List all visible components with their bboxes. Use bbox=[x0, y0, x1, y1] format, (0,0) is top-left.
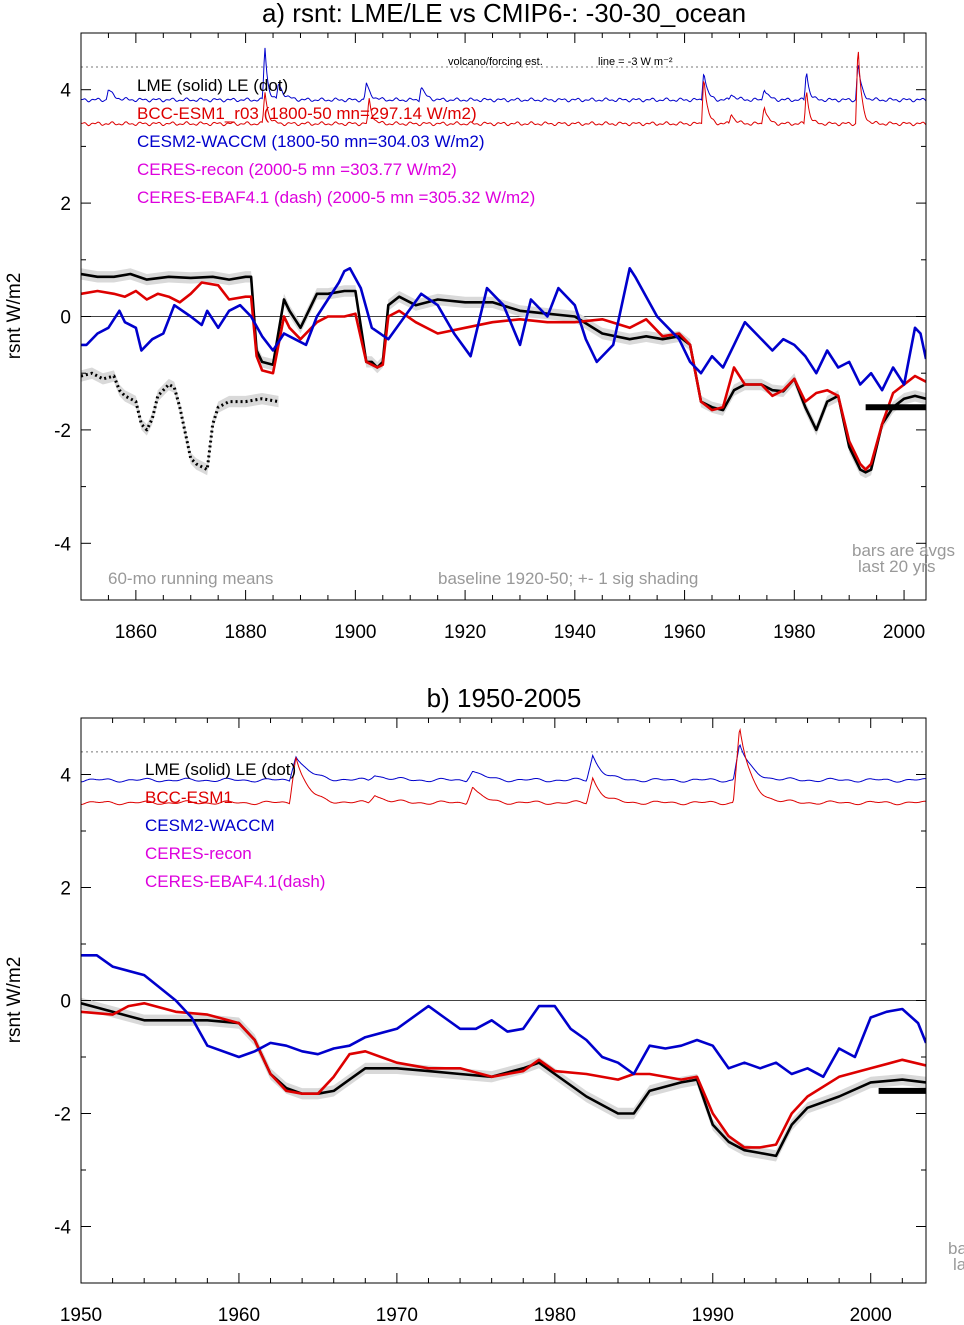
b-xtick-label-2000: 2000 bbox=[850, 1305, 892, 1325]
a-ytick-label-0: 0 bbox=[60, 308, 71, 329]
b-ytick-label-2: 2 bbox=[60, 879, 71, 900]
panel-b-legend-3: CERES-recon bbox=[145, 844, 252, 863]
panel-b-ylabel: rsnt W/m2 bbox=[4, 957, 25, 1044]
a-shade-le bbox=[81, 367, 279, 476]
b-series-lme bbox=[81, 1002, 926, 1158]
note-bars-b-1: bars are avgs bbox=[948, 1239, 964, 1258]
panel-b-data bbox=[81, 727, 926, 1162]
panel-b-title: b) 1950-2005 bbox=[427, 683, 582, 713]
panel-a-ylabel: rsnt W/m2 bbox=[4, 273, 25, 360]
b-ytick-label-4: 4 bbox=[60, 766, 71, 787]
b-series-cesm2-waccm bbox=[81, 954, 926, 1079]
panel-b-axes: 1950 1960 1970 1980 1990 2000 -4 -2 0 2 4 bbox=[54, 717, 927, 1325]
panel-a-legend-4: CERES-EBAF4.1 (dash) (2000-5 mn =305.32 … bbox=[137, 188, 535, 207]
b-xtick-label-1970: 1970 bbox=[376, 1305, 418, 1325]
note-bars-b-2: last 20 yrs bbox=[953, 1255, 964, 1274]
a-xtick-label-2000: 2000 bbox=[883, 622, 925, 643]
panel-b-legend-2: CESM2-WACCM bbox=[145, 816, 275, 835]
a-series-lme bbox=[81, 272, 926, 474]
a-xtick-label-1960: 1960 bbox=[663, 622, 705, 643]
a-xtick-label-1920: 1920 bbox=[444, 622, 486, 643]
b-forcing-0 bbox=[81, 744, 926, 783]
a-ytick-label-4: 4 bbox=[60, 81, 71, 102]
b-xtick-label-1980: 1980 bbox=[534, 1305, 576, 1325]
panel-a-legend-0: LME (solid) LE (dot) bbox=[137, 76, 288, 95]
a-ytick-label--2: -2 bbox=[54, 421, 71, 442]
a-shade-lme bbox=[81, 268, 926, 479]
a-forcing-0 bbox=[81, 47, 926, 103]
note-running-means: 60-mo running means bbox=[108, 569, 273, 588]
panel-a-axes: 1860 1880 1900 1920 1940 1960 1980 2000 -4 -2 0 2 4 bbox=[54, 32, 927, 643]
b-shade-lme bbox=[81, 997, 926, 1162]
b-ytick-label-0: 0 bbox=[60, 992, 71, 1013]
b-xtick-label-1950: 1950 bbox=[60, 1305, 102, 1325]
a-xtick-label-1940: 1940 bbox=[554, 622, 596, 643]
panel-b-legend-0: LME (solid) LE (dot) bbox=[145, 760, 296, 779]
a-series-le bbox=[81, 371, 279, 472]
b-xtick-label-1990: 1990 bbox=[692, 1305, 734, 1325]
b-forcing-1 bbox=[81, 727, 926, 806]
panel-a-title: a) rsnt: LME/LE vs CMIP6-: -30-30_ocean bbox=[262, 0, 746, 28]
a-ytick-label-2: 2 bbox=[60, 194, 71, 215]
panel-a-legend: LME (solid) LE (dot) BCC-ESM1_r03 (1800-… bbox=[137, 76, 535, 207]
b-xtick-label-1960: 1960 bbox=[218, 1305, 260, 1325]
b-ytick-label--4: -4 bbox=[54, 1218, 71, 1239]
panel-a-legend-1: BCC-ESM1_r03 (1800-50 mn=297.14 W/m2) bbox=[137, 104, 477, 123]
panel-b-legend-4: CERES-EBAF4.1(dash) bbox=[145, 872, 325, 891]
a-xtick-label-1860: 1860 bbox=[115, 622, 157, 643]
a-series-cesm2-waccm bbox=[81, 267, 926, 392]
a-xtick-label-1980: 1980 bbox=[773, 622, 815, 643]
volcano-label: volcano/forcing est. bbox=[448, 56, 543, 68]
a-ytick-label--4: -4 bbox=[54, 534, 71, 555]
note-bars-a-1: bars are avgs bbox=[852, 541, 955, 560]
panel-a-legend-3: CERES-recon (2000-5 mn =303.77 W/m2) bbox=[137, 160, 457, 179]
panel-b: b) 1950-2005 rsnt W/m2 1950 1960 1970 1980 1… bbox=[4, 683, 964, 1325]
panel-a-data bbox=[81, 47, 926, 479]
a-forcing-1 bbox=[81, 51, 926, 127]
b-series-bcc-esm1 bbox=[81, 1002, 926, 1149]
panel-b-legend-1: BCC-ESM1 bbox=[145, 788, 233, 807]
a-xtick-label-1880: 1880 bbox=[224, 622, 266, 643]
panel-a-legend-2: CESM2-WACCM (1800-50 mn=304.03 W/m2) bbox=[137, 132, 485, 151]
panel-b-legend: LME (solid) LE (dot) BCC-ESM1 CESM2-WACC… bbox=[145, 760, 325, 891]
a-plot-area bbox=[81, 47, 926, 479]
a-xtick-label-1900: 1900 bbox=[334, 622, 376, 643]
b-ytick-label--2: -2 bbox=[54, 1105, 71, 1126]
note-baseline: baseline 1920-50; +- 1 sig shading bbox=[438, 569, 698, 588]
panel-a: a) rsnt: LME/LE vs CMIP6-: -30-30_ocean … bbox=[4, 0, 955, 643]
b-plot-area bbox=[81, 727, 926, 1162]
note-bars-a-2: last 20 yrs bbox=[858, 557, 935, 576]
line-label: line = -3 W m⁻² bbox=[598, 56, 673, 68]
